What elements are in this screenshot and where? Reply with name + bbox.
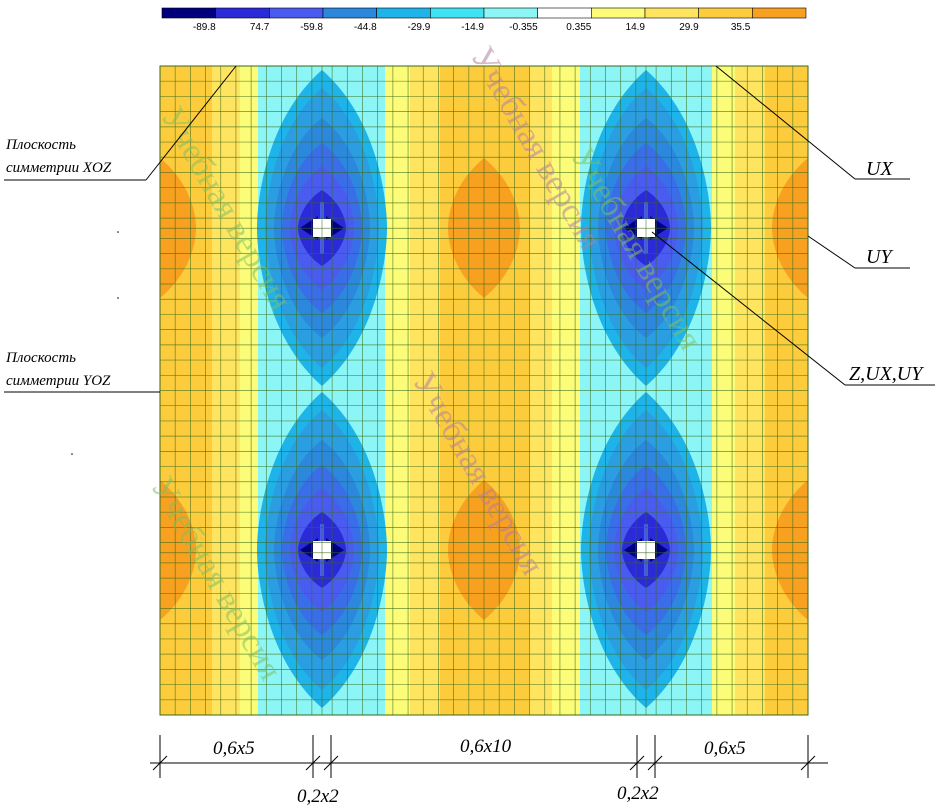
dimension-right: 0,6x5: [704, 738, 746, 759]
legend-swatch: [752, 7, 807, 19]
callout-uy: UY: [807, 235, 910, 269]
legend-tick-label: 14.9: [626, 22, 646, 33]
color-scale-legend: -89.8 74.7 -59.8 -44.8 -29.9 -14.9 -0.355 0.355…: [161, 7, 807, 33]
callout-zuxuy: Z,UX,UY: [651, 231, 935, 386]
plate-border: [159, 65, 809, 716]
dimension-left: 0,6x5: [213, 738, 255, 759]
legend-swatch: [269, 7, 324, 19]
dimension-small-right: 0,2x2: [617, 783, 659, 804]
legend-swatch: [483, 7, 538, 19]
callout-yoz: Плоскость симметрии YOZ: [4, 350, 160, 393]
legend-tick-label: -59.8: [300, 22, 323, 33]
legend-tick-label: 74.7: [250, 22, 270, 33]
callout-xoz-line2: симметрии XOZ: [6, 160, 112, 176]
legend-swatch: [430, 7, 485, 19]
contour-field: [160, 66, 808, 715]
fe-mesh: [160, 66, 808, 715]
dimension-lines: [150, 735, 828, 778]
callout-uy-label: UY: [866, 246, 893, 268]
legend-swatch: [161, 7, 216, 19]
legend-tick-label: -89.8: [193, 22, 216, 33]
callout-ux: UX: [715, 65, 910, 180]
callout-xoz-line1: Плоскость: [5, 137, 76, 153]
legend-tick-label: -14.9: [461, 22, 484, 33]
legend-tick-label: -29.9: [408, 22, 431, 33]
callout-zuxuy-label: Z,UX,UY: [849, 363, 924, 385]
legend-tick-label: -0.355: [509, 22, 538, 33]
legend-swatch: [591, 7, 646, 19]
legend-tick-label: 29.9: [679, 22, 699, 33]
legend-tick-label: 0.355: [566, 22, 591, 33]
legend-swatch: [322, 7, 377, 19]
callout-xoz: Плоскость симметрии XOZ: [4, 65, 237, 181]
callout-yoz-line2: симметрии YOZ: [6, 373, 111, 389]
legend-swatch: [376, 7, 431, 19]
legend-swatch: [215, 7, 270, 19]
legend-tick-label: -44.8: [354, 22, 377, 33]
callout-yoz-line1: Плоскость: [5, 350, 76, 366]
legend-swatch: [644, 7, 699, 19]
callout-ux-label: UX: [866, 158, 893, 180]
dimension-middle: 0,6x10: [460, 736, 512, 757]
dimension-small-left: 0,2x2: [297, 786, 339, 807]
legend-swatch: [698, 7, 753, 19]
legend-tick-label: 35.5: [731, 22, 751, 33]
legend-swatch: [537, 7, 592, 19]
